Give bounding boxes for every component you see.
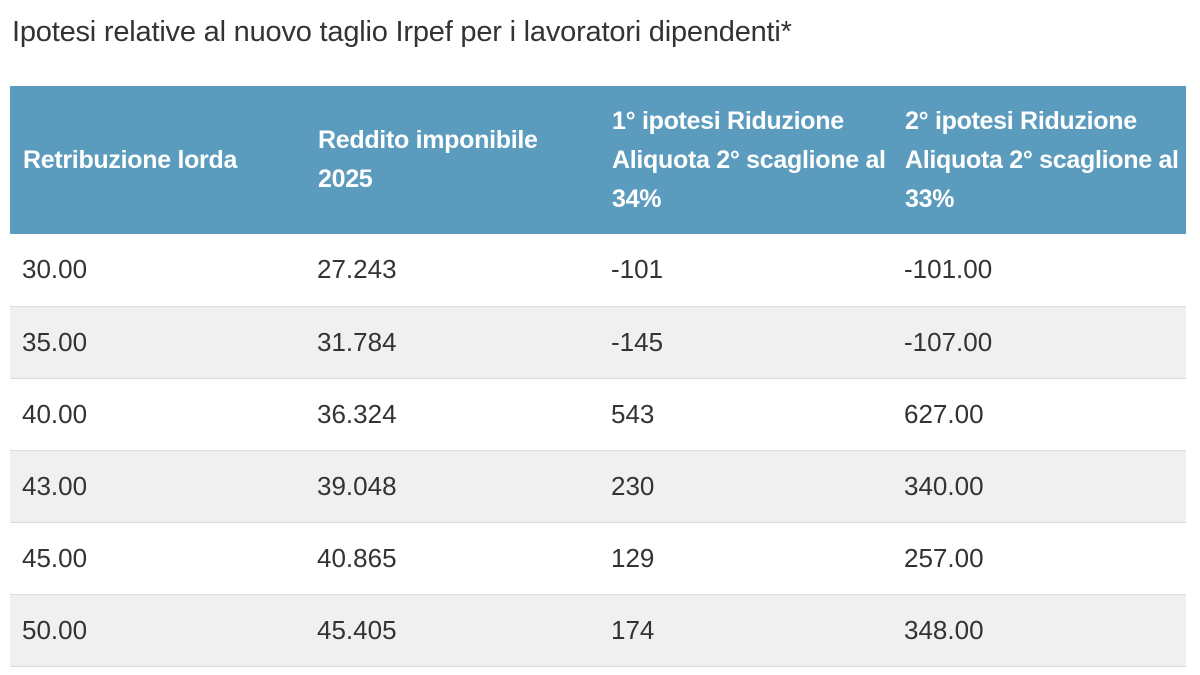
cell-reddito-imponibile: 39.048 — [317, 470, 397, 501]
header-reddito-imponibile: Reddito imponibile 2025 — [318, 126, 538, 193]
header-retribuzione-lorda: Retribuzione lorda — [23, 145, 238, 174]
cell-ipotesi-33: 627.00 — [904, 398, 984, 429]
cell-ipotesi-34: 174 — [611, 614, 655, 645]
header-ipotesi-33: 2° ipotesi Riduzione Aliquota 2° scaglio… — [905, 106, 1179, 213]
cell-ipotesi-33: -107.00 — [904, 326, 993, 357]
cell-retribuzione-lorda: 35.00 — [22, 326, 88, 357]
cell-ipotesi-34: -145 — [611, 326, 664, 357]
cell-reddito-imponibile: 40.865 — [317, 542, 397, 573]
table-row: 43.00 39.048 230 340.00 — [10, 450, 1186, 522]
cell-ipotesi-33: 348.00 — [904, 614, 984, 645]
table-row: 30.00 27.243 -101 -101.00 — [10, 234, 1186, 306]
header-ipotesi-34: 1° ipotesi Riduzione Aliquota 2° scaglio… — [612, 106, 886, 213]
cell-ipotesi-34: 230 — [611, 470, 655, 501]
cell-reddito-imponibile: 31.784 — [317, 326, 397, 357]
cell-retribuzione-lorda: 30.00 — [22, 254, 88, 285]
page-title: Ipotesi relative al nuovo taglio Irpef p… — [12, 16, 792, 48]
cell-retribuzione-lorda: 50.00 — [22, 614, 88, 645]
cell-ipotesi-34: 129 — [611, 542, 655, 573]
cell-ipotesi-34: -101 — [611, 254, 664, 285]
cell-retribuzione-lorda: 45.00 — [22, 542, 88, 573]
header-row: Retribuzione lorda Reddito imponibile 20… — [10, 86, 1186, 234]
table-body: 30.00 27.243 -101 -101.00 35.00 31.784 -… — [10, 234, 1186, 666]
cell-reddito-imponibile: 45.405 — [317, 614, 397, 645]
table-row: 45.00 40.865 129 257.00 — [10, 522, 1186, 594]
cell-ipotesi-33: -101.00 — [904, 254, 993, 285]
table-row: 50.00 45.405 174 348.00 — [10, 594, 1186, 666]
table-row: 40.00 36.324 543 627.00 — [10, 378, 1186, 450]
cell-retribuzione-lorda: 43.00 — [22, 470, 88, 501]
cell-reddito-imponibile: 36.324 — [317, 398, 397, 429]
cell-ipotesi-34: 543 — [611, 398, 655, 429]
cell-ipotesi-33: 257.00 — [904, 542, 984, 573]
cell-reddito-imponibile: 27.243 — [317, 254, 397, 285]
irpef-table: Retribuzione lorda Reddito imponibile 20… — [10, 86, 1186, 667]
cell-retribuzione-lorda: 40.00 — [22, 398, 88, 429]
cell-ipotesi-33: 340.00 — [904, 470, 984, 501]
table-header: Retribuzione lorda Reddito imponibile 20… — [10, 86, 1186, 234]
table-row: 35.00 31.784 -145 -107.00 — [10, 306, 1186, 378]
